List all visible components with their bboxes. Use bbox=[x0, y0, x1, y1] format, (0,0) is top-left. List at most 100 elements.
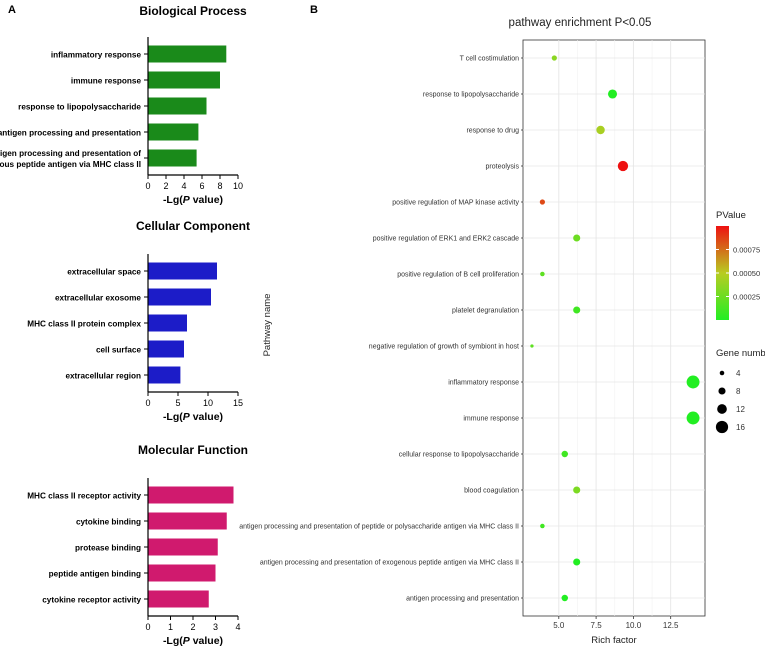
bar-peptide-antigen-binding bbox=[148, 564, 216, 582]
panel-a-bar-charts: Biological Process inflammatory response i… bbox=[0, 4, 250, 647]
point-response-to-drug bbox=[596, 125, 605, 135]
x-axis-label: -Lg(P value) bbox=[163, 635, 223, 647]
color-legend-label: 0.00075 bbox=[733, 246, 760, 255]
category-label-line: extracellular space bbox=[67, 268, 141, 277]
category-label-line: extracellular exosome bbox=[55, 294, 141, 303]
color-legend-bar bbox=[716, 226, 729, 320]
pathway-label: antigen processing and presentation of p… bbox=[239, 524, 519, 531]
point-immune-response bbox=[686, 411, 700, 425]
size-legend-label: 16 bbox=[736, 423, 745, 432]
point-positive-regulation-of-map-kinase-activity bbox=[539, 199, 545, 205]
category-label-line: peptide antigen binding bbox=[49, 570, 141, 579]
category-label: extracellular space bbox=[67, 268, 141, 277]
x-axis-label-suffix: value) bbox=[190, 411, 223, 423]
size-legend-dot bbox=[718, 387, 726, 395]
pathway-label: platelet degranulation bbox=[452, 308, 519, 315]
chart-title: Cellular Component bbox=[136, 219, 250, 233]
chart-title: pathway enrichment P<0.05 bbox=[509, 17, 652, 29]
panel-label-a: A bbox=[8, 4, 16, 16]
bar-mhc-class-ii-receptor-activity bbox=[148, 486, 234, 504]
bar-extracellular-exosome bbox=[148, 288, 211, 306]
category-label-line: immune response bbox=[71, 77, 142, 86]
point-antigen-processing-and-presentation bbox=[561, 594, 569, 602]
x-tick-label: 7.5 bbox=[591, 621, 603, 630]
x-tick-label: 4 bbox=[181, 181, 186, 191]
pathway-label: blood coagulation bbox=[464, 488, 519, 495]
category-label: MHC class II receptor activity bbox=[27, 492, 141, 501]
category-label: inflammatory response bbox=[51, 51, 142, 60]
bar-immune-response bbox=[148, 71, 220, 89]
category-label: cytokine binding bbox=[76, 518, 141, 527]
bar-cytokine-binding bbox=[148, 512, 227, 530]
pathway-label: positive regulation of ERK1 and ERK2 cas… bbox=[373, 236, 519, 243]
x-tick-label: 8 bbox=[217, 181, 222, 191]
x-axis-label-prefix: -Lg( bbox=[163, 411, 183, 423]
color-legend-label: 0.00050 bbox=[733, 269, 760, 278]
category-label-line: cell surface bbox=[96, 346, 142, 355]
x-tick-label: 2 bbox=[190, 622, 195, 632]
x-axis-label-italic: P bbox=[183, 411, 191, 423]
point-t-cell-costimulation bbox=[551, 55, 557, 61]
panel-label-b: B bbox=[310, 4, 318, 16]
category-label-line: MHC class II receptor activity bbox=[27, 492, 141, 501]
category-label: protease binding bbox=[75, 544, 141, 553]
x-tick-label: 0 bbox=[145, 181, 150, 191]
category-label: immune response bbox=[71, 77, 142, 86]
category-label: MHC class II protein complex bbox=[27, 320, 141, 329]
chart-title: Molecular Function bbox=[138, 443, 248, 457]
category-label: response to lipopolysaccharide bbox=[18, 103, 141, 112]
y-axis-label: Pathway name bbox=[262, 294, 273, 357]
panel-b-bubble-chart: pathway enrichment P<0.05 T cell costimul… bbox=[239, 17, 765, 646]
pathway-label: response to drug bbox=[466, 128, 519, 135]
bar-antigen-processing-and-presentation-of-exogenous-peptide-antigen-via-mhc-class-ii bbox=[148, 149, 197, 167]
pathway-label: antigen processing and presentation of e… bbox=[260, 560, 519, 567]
pathway-label: immune response bbox=[463, 416, 519, 423]
x-tick-label: 1 bbox=[168, 622, 173, 632]
category-label: extracellular exosome bbox=[55, 294, 141, 303]
bar-protease-binding bbox=[148, 538, 218, 556]
category-label: cytokine receptor activity bbox=[42, 596, 141, 605]
bar-response-to-lipopolysaccharide bbox=[148, 97, 207, 115]
point-platelet-degranulation bbox=[573, 306, 581, 314]
bar-antigen-processing-and-presentation bbox=[148, 123, 199, 141]
point-negative-regulation-of-growth-of-symbiont-in-host bbox=[530, 344, 534, 348]
bar-cytokine-receptor-activity bbox=[148, 590, 209, 608]
x-axis-label: Rich factor bbox=[591, 635, 636, 646]
point-response-to-lipopolysaccharide bbox=[607, 89, 618, 99]
x-tick-label: 5 bbox=[175, 398, 180, 408]
x-tick-label: 5.0 bbox=[553, 621, 565, 630]
category-label-line: inflammatory response bbox=[51, 51, 142, 60]
x-tick-label: 4 bbox=[235, 622, 240, 632]
category-label-line: antigen processing and presentation bbox=[0, 129, 141, 138]
color-legend-label: 0.00025 bbox=[733, 293, 760, 302]
point-inflammatory-response bbox=[686, 375, 700, 389]
category-label-line: extracellular region bbox=[65, 372, 141, 381]
bar-chart-biological-process: Biological Process inflammatory response i… bbox=[0, 4, 247, 206]
x-axis-label: -Lg(P value) bbox=[163, 194, 223, 206]
category-label: extracellular region bbox=[65, 372, 141, 381]
x-tick-label: 10 bbox=[233, 181, 243, 191]
bubble-chart: pathway enrichment P<0.05 T cell costimul… bbox=[239, 17, 765, 646]
pathway-label: negative regulation of growth of symbion… bbox=[369, 344, 519, 351]
pathway-label: positive regulation of B cell proliferat… bbox=[397, 272, 519, 279]
x-axis-label-italic: P bbox=[183, 194, 191, 206]
point-antigen-processing-and-presentation-of-peptide-or-polysaccharide-antigen-via-mhc-class-ii bbox=[540, 523, 545, 529]
bar-extracellular-region bbox=[148, 366, 181, 384]
category-label: antigen processing and presentation of ex… bbox=[0, 149, 141, 169]
category-label-line: antigen processing and presentation of bbox=[0, 149, 141, 158]
point-proteolysis bbox=[617, 160, 629, 172]
category-label-line: cytokine receptor activity bbox=[42, 596, 141, 605]
bar-chart-molecular-function: Molecular Function MHC class II receptor … bbox=[27, 443, 248, 647]
category-label-line: cytokine binding bbox=[76, 518, 141, 527]
x-axis-label-prefix: -Lg( bbox=[163, 635, 183, 647]
bar-chart-cellular-component: Cellular Component extracellular space ext… bbox=[27, 219, 250, 423]
pathway-label: response to lipopolysaccharide bbox=[423, 92, 519, 99]
x-tick-label: 10 bbox=[203, 398, 213, 408]
x-axis-label: -Lg(P value) bbox=[163, 411, 223, 423]
x-tick-label: 10.0 bbox=[626, 621, 642, 630]
category-label: cell surface bbox=[96, 346, 142, 355]
x-tick-label: 0 bbox=[145, 398, 150, 408]
point-antigen-processing-and-presentation-of-exogenous-peptide-antigen-via-mhc-class-ii bbox=[573, 558, 581, 566]
category-label-line: protease binding bbox=[75, 544, 141, 553]
